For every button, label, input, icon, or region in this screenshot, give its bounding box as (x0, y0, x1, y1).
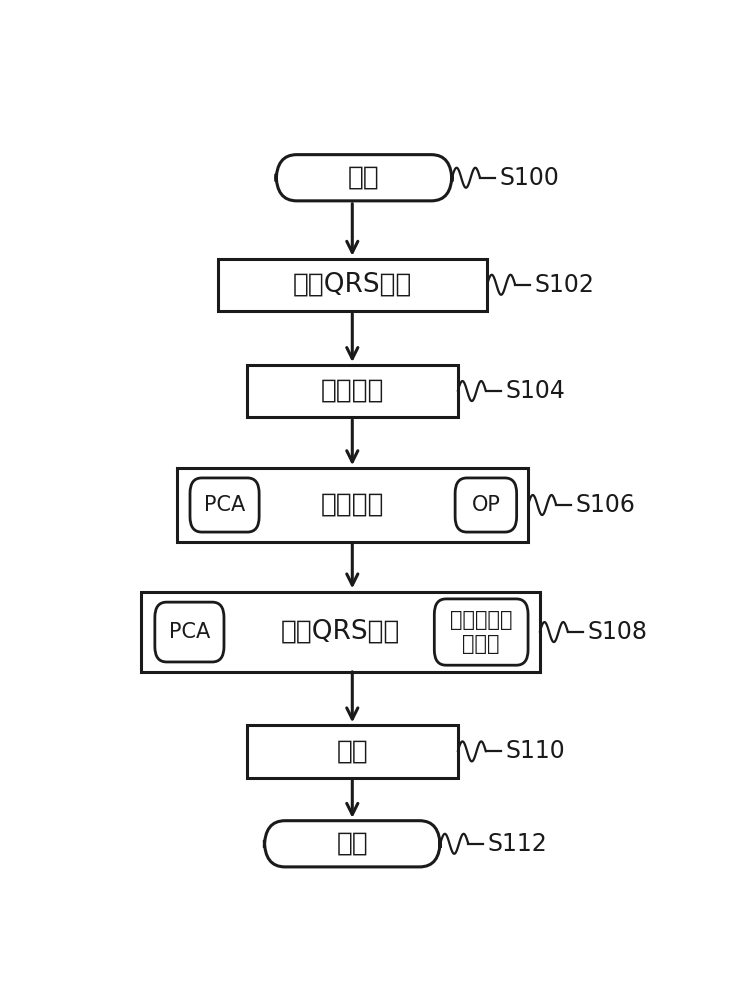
Text: 空间滤波: 空间滤波 (321, 492, 384, 518)
Text: S104: S104 (505, 379, 565, 403)
Text: 融合: 融合 (336, 738, 368, 764)
Bar (218, 259, 487, 311)
Text: S106: S106 (575, 493, 635, 517)
Text: PCA: PCA (169, 622, 210, 642)
FancyBboxPatch shape (455, 478, 516, 532)
Text: 结束: 结束 (336, 831, 368, 857)
Text: S100: S100 (500, 166, 559, 190)
Text: OP: OP (472, 495, 500, 515)
FancyBboxPatch shape (434, 599, 528, 665)
Bar (177, 468, 528, 542)
Text: 胎儿QRS识别: 胎儿QRS识别 (281, 619, 400, 645)
Bar (246, 725, 457, 778)
Text: S108: S108 (587, 620, 647, 644)
Text: 基于自适应
规则的: 基于自适应 规则的 (450, 610, 513, 654)
FancyBboxPatch shape (190, 478, 259, 532)
FancyBboxPatch shape (276, 155, 452, 201)
Text: PCA: PCA (204, 495, 245, 515)
FancyBboxPatch shape (155, 602, 224, 662)
Text: S112: S112 (488, 832, 547, 856)
Text: 信号堆叠: 信号堆叠 (321, 378, 384, 404)
Text: 母体QRS检测: 母体QRS检测 (293, 272, 412, 298)
Text: S102: S102 (534, 273, 594, 297)
Text: 开始: 开始 (349, 165, 380, 191)
Text: S110: S110 (505, 739, 565, 763)
Bar (246, 365, 457, 417)
FancyBboxPatch shape (265, 821, 440, 867)
Bar (141, 592, 540, 672)
